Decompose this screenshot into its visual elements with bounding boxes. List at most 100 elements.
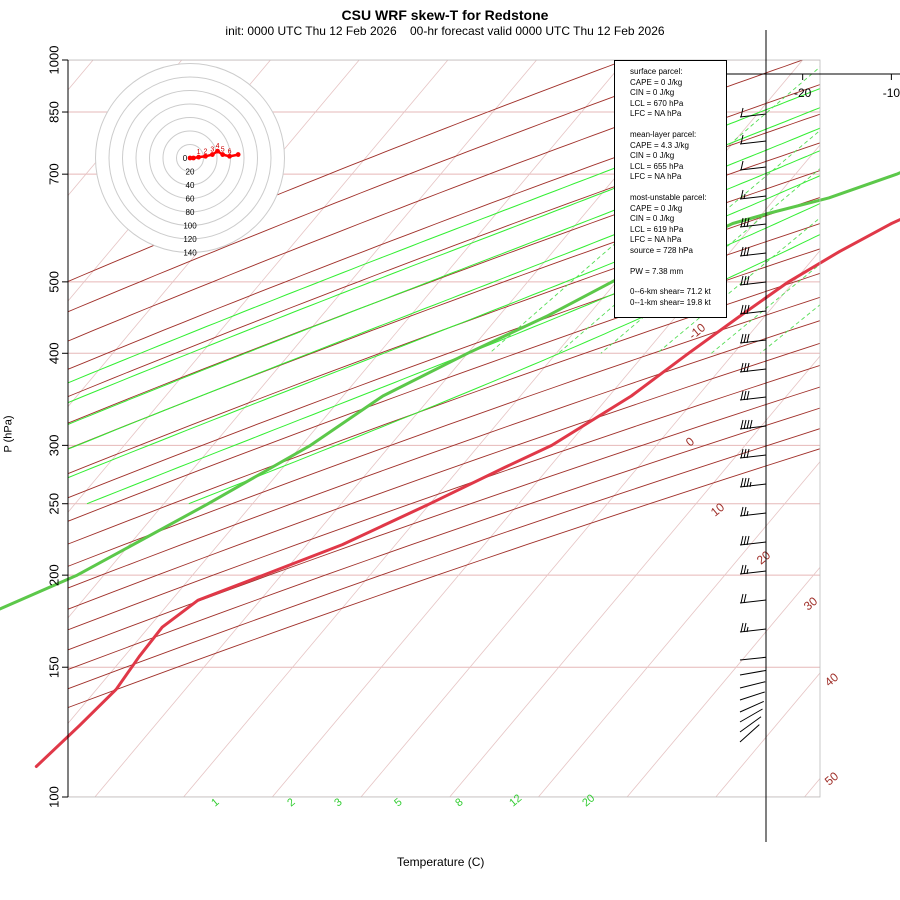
most-unstable-heading: most-unstable parcel: <box>630 193 726 204</box>
mixing-ratio-label: 3 <box>332 796 344 809</box>
surface-heading: surface parcel: <box>630 67 726 78</box>
hodograph-point-label: 3 <box>210 147 214 154</box>
mean-layer-lfc: LFC = NA hPa <box>630 172 726 183</box>
hodograph-point <box>191 156 196 161</box>
dry-adiabat-label: 40 <box>822 670 841 690</box>
wind-barb <box>740 670 766 675</box>
wind-barb-flag <box>744 565 746 574</box>
wind-barb-flag <box>744 276 746 285</box>
chart-subtitle: init: 0000 UTC Thu 12 Feb 2026 00-hr for… <box>0 24 890 38</box>
most-unstable-lcl: LCL = 619 hPa <box>630 225 726 236</box>
surface-lfc: LFC = NA hPa <box>630 109 726 120</box>
wind-barb-flag <box>744 623 746 632</box>
wind-barb <box>740 682 765 688</box>
dry-adiabat-label: 20 <box>754 548 773 568</box>
surface-cin: CIN = 0 J/kg <box>630 88 726 99</box>
wind-barb <box>740 692 765 700</box>
hodograph-ring-label: 40 <box>186 181 195 190</box>
wind-barb-flag <box>744 449 746 458</box>
mixing-ratio-label: 5 <box>392 796 404 809</box>
hodograph-point <box>236 152 241 157</box>
most-unstable-parcel-block: most-unstable parcel: CAPE = 0 J/kg CIN … <box>630 193 726 257</box>
isotherm-line <box>272 60 891 797</box>
y-tick-label: 400 <box>46 342 61 364</box>
surface-cape: CAPE = 0 J/kg <box>630 78 726 89</box>
hodograph-ring-label: 140 <box>183 249 197 258</box>
wind-barb-flag <box>741 276 743 285</box>
mixing-ratio-label: 8 <box>453 796 465 809</box>
dry-adiabat-label: 50 <box>822 769 841 789</box>
chart-title: CSU WRF skew-T for Redstone <box>0 7 890 23</box>
wind-barb <box>740 167 766 170</box>
y-tick-label: 150 <box>46 656 61 678</box>
wind-barb-flag <box>741 363 743 372</box>
wind-barb <box>740 717 761 732</box>
surface-parcel-block: surface parcel: CAPE = 0 J/kg CIN = 0 J/… <box>630 67 726 120</box>
hodograph-ring-label: 60 <box>186 195 195 204</box>
wind-barb-flag <box>744 420 746 429</box>
wind-barb-flag <box>744 536 746 545</box>
wind-barb-flag <box>741 536 743 545</box>
dry-adiabat-label: 0 <box>683 434 697 449</box>
wind-barb-flag <box>741 161 743 170</box>
mixing-ratio-label: 20 <box>580 792 597 809</box>
mean-layer-cin: CIN = 0 J/kg <box>630 151 726 162</box>
y-tick-label: 850 <box>46 101 61 123</box>
mixing-ratio-label: 12 <box>507 792 524 809</box>
wind-barb-flag <box>744 247 746 256</box>
parcel-info-box: surface parcel: CAPE = 0 J/kg CIN = 0 J/… <box>614 60 727 318</box>
dry-adiabat-line <box>0 60 625 797</box>
dry-adiabat-label: 30 <box>801 594 820 614</box>
hodograph-center-label: 0 <box>183 154 188 163</box>
y-tick-label: 250 <box>46 493 61 515</box>
most-unstable-cape: CAPE = 0 J/kg <box>630 204 726 215</box>
wind-barb-flag <box>744 507 746 516</box>
wind-barb-flag <box>744 478 746 487</box>
wind-barb-flag <box>741 565 743 574</box>
wind-barb-flag <box>744 594 746 603</box>
wind-barb <box>740 725 759 742</box>
x-axis-label: Temperature (C) <box>397 855 484 869</box>
wind-barb-flag <box>741 135 743 144</box>
shear-0-1km: 0--1-km shear= 19.8 kt <box>630 298 726 309</box>
hodograph-point-label: 1 <box>197 149 201 156</box>
mean-layer-parcel-block: mean-layer parcel: CAPE = 4.3 J/kg CIN =… <box>630 130 726 183</box>
precipitable-water: PW = 7.38 mm <box>630 267 726 278</box>
most-unstable-cin: CIN = 0 J/kg <box>630 214 726 225</box>
wind-barb <box>740 141 766 144</box>
mixing-ratio-label: 2 <box>285 796 297 809</box>
hodograph-ring-label: 100 <box>183 222 197 231</box>
hodograph-ring-label: 80 <box>186 208 195 217</box>
wind-barb-flag <box>741 334 743 343</box>
y-tick-label: 100 <box>46 786 61 808</box>
surface-lcl: LCL = 670 hPa <box>630 99 726 110</box>
y-axis-label: P (hPa) <box>3 415 15 452</box>
mixing-ratio-line <box>825 60 900 353</box>
wind-barb-flag <box>741 478 743 487</box>
x-tick-label: -20 <box>794 86 812 100</box>
dry-adiabat-label: 10 <box>708 500 727 520</box>
mean-layer-lcl: LCL = 655 hPa <box>630 162 726 173</box>
x-tick-label: -10 <box>883 86 900 100</box>
wind-barb-flag <box>741 594 743 603</box>
hodograph-ring-label: 120 <box>183 235 197 244</box>
hodograph-point-label: 6 <box>228 148 232 155</box>
mixing-ratio-line <box>711 60 900 353</box>
hodograph-point-label: 5 <box>221 147 225 154</box>
mixing-ratio-label: 1 <box>209 796 221 809</box>
hodograph: 20 40 60 80 100 120 140 0 1 2 3 4 5 6 <box>96 64 285 258</box>
y-tick-label: 300 <box>46 435 61 457</box>
hodograph-ring-label: 20 <box>186 168 195 177</box>
wind-barb-flag <box>741 507 743 516</box>
wind-barb-flag <box>741 420 743 429</box>
hodograph-point-label: 4 <box>216 143 220 150</box>
y-tick-label: 200 <box>46 564 61 586</box>
wind-barb-flag <box>744 391 746 400</box>
mixing-ratio-line <box>558 60 900 353</box>
most-unstable-lfc: LFC = NA hPa <box>630 235 726 246</box>
most-unstable-source: source = 728 hPa <box>630 246 726 257</box>
mean-layer-cape: CAPE = 4.3 J/kg <box>630 141 726 152</box>
wind-barb-flag <box>741 391 743 400</box>
shear-0-6km: 0--6-km shear= 71.2 kt <box>630 287 726 298</box>
